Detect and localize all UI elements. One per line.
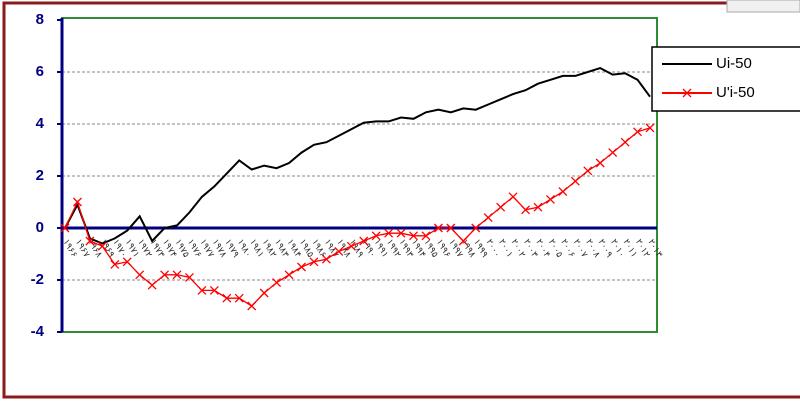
point-marker <box>433 223 443 233</box>
legend: Ui-50 U'i-50 <box>651 46 800 112</box>
point-marker <box>645 123 655 133</box>
point-marker <box>371 231 381 241</box>
legend-label: U'i-50 <box>716 84 755 101</box>
point-marker <box>558 187 568 197</box>
series-line <box>64 67 651 245</box>
point-marker <box>85 236 95 246</box>
corner-box <box>726 0 800 13</box>
point-marker <box>583 166 593 176</box>
point-marker <box>97 241 107 251</box>
legend-box <box>651 46 800 112</box>
point-marker <box>247 301 257 311</box>
point-marker <box>446 223 456 233</box>
point-marker <box>309 257 319 267</box>
point-marker <box>272 278 282 288</box>
point-marker <box>172 270 182 280</box>
point-marker <box>458 236 468 246</box>
legend-marker <box>682 88 692 98</box>
point-marker <box>496 202 506 212</box>
point-marker <box>197 285 207 295</box>
y-tick-label: -4 <box>31 323 45 340</box>
point-marker <box>147 280 157 290</box>
point-marker <box>122 257 132 267</box>
point-marker <box>359 236 369 246</box>
point-marker <box>521 205 530 215</box>
y-tick-label: 4 <box>36 115 45 132</box>
y-tick-label: 8 <box>36 11 44 28</box>
point-marker <box>259 288 269 298</box>
point-marker <box>471 223 481 233</box>
point-marker <box>222 293 232 303</box>
point-marker <box>545 194 555 204</box>
point-marker <box>135 270 145 280</box>
point-marker <box>185 272 194 282</box>
point-marker <box>396 228 406 238</box>
point-marker <box>110 259 120 269</box>
point-marker <box>595 158 605 168</box>
point-marker <box>160 270 170 280</box>
point-marker <box>421 231 431 241</box>
point-marker <box>608 148 618 158</box>
legend-label: Ui-50 <box>716 55 752 72</box>
point-marker <box>321 254 331 264</box>
point-marker <box>60 223 70 233</box>
point-marker <box>72 197 82 207</box>
point-marker <box>620 137 630 147</box>
point-marker <box>284 270 294 280</box>
point-marker <box>209 285 219 295</box>
point-marker <box>508 192 518 202</box>
y-tick-label: 0 <box>36 219 44 236</box>
point-marker <box>334 246 344 256</box>
y-tick-label: -2 <box>31 271 44 288</box>
point-marker <box>570 176 580 186</box>
point-marker <box>533 202 543 212</box>
point-marker <box>346 241 356 251</box>
point-marker <box>384 228 394 238</box>
grid: -4 -2 0 2 4 6 8 <box>31 11 657 340</box>
y-tick-label: 2 <box>36 167 44 184</box>
point-marker <box>234 293 244 303</box>
point-marker <box>633 127 643 137</box>
point-marker <box>409 231 418 241</box>
y-tick-label: 6 <box>36 63 44 80</box>
series <box>60 67 655 311</box>
point-marker <box>483 213 493 223</box>
point-marker <box>297 262 306 272</box>
